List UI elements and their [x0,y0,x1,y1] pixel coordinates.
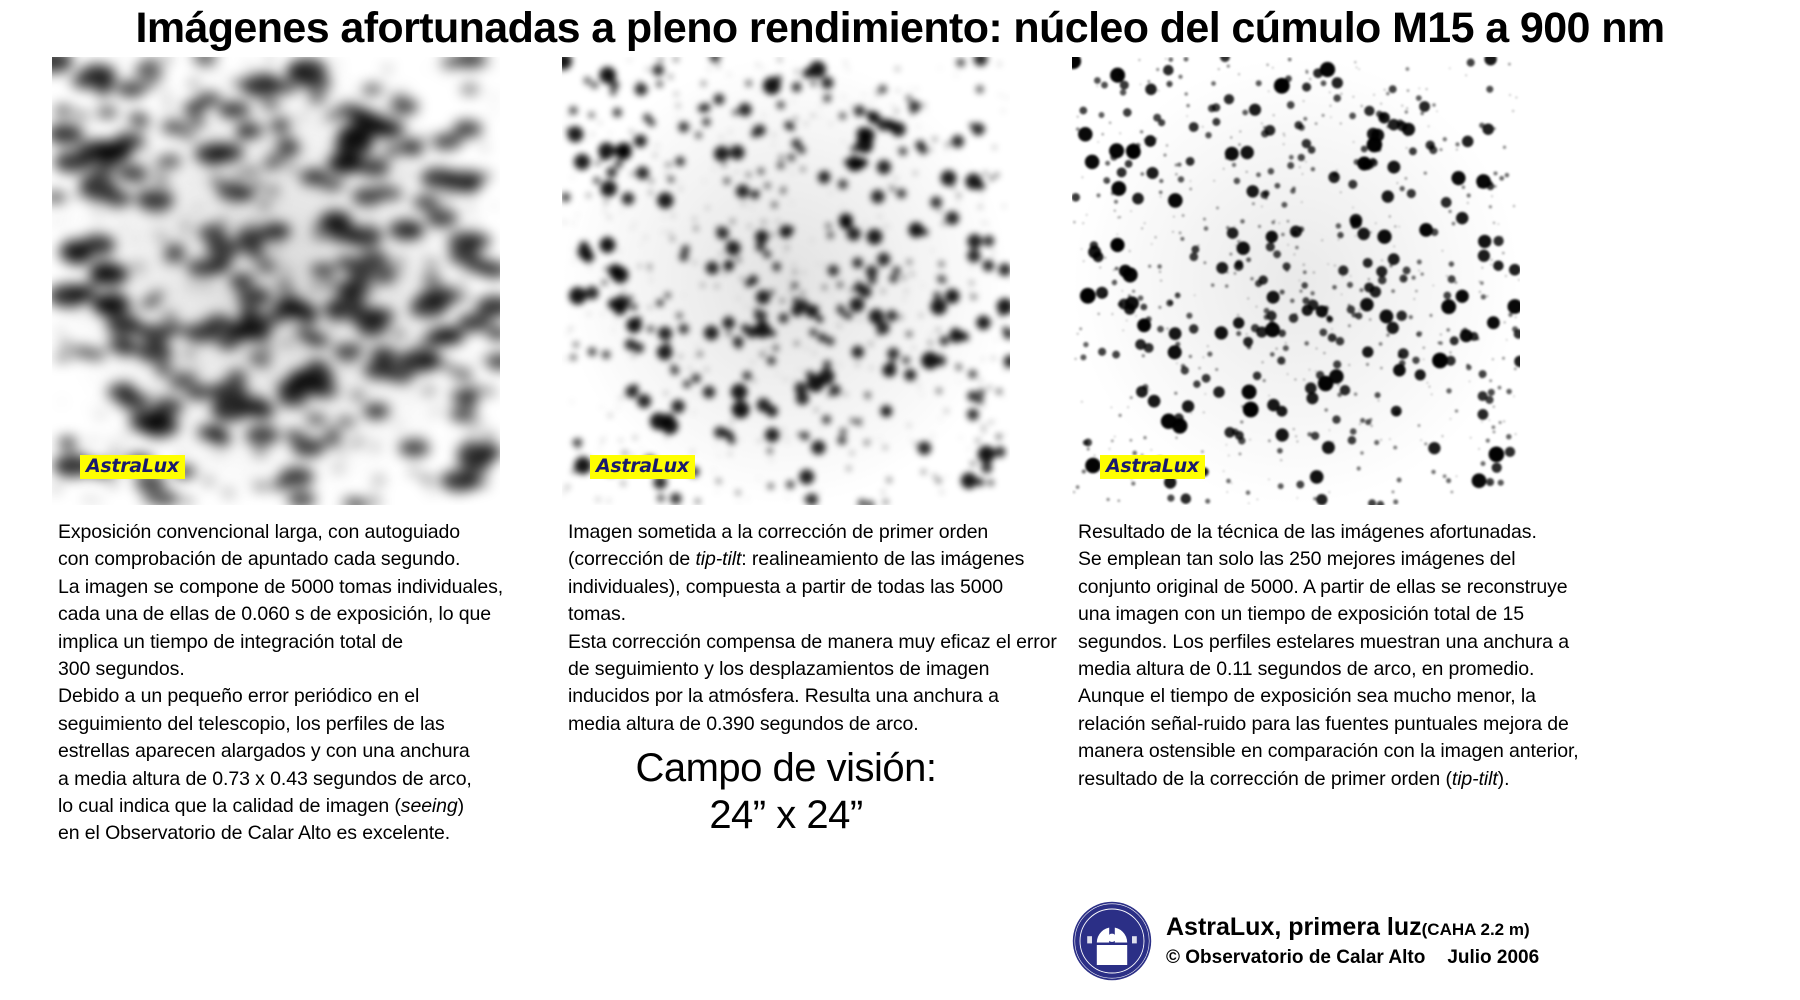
image-panel-tiptilt: AstraLux [562,57,1010,505]
caption-conventional: Exposición convencional larga, con autog… [58,521,504,845]
starfield-tiptilt [562,57,1010,505]
calar-alto-seal-icon [1072,901,1152,981]
credit-organisation: Observatorio de Calar Alto [1185,946,1426,968]
field-of-view-value: 24” x 24” [709,793,863,837]
field-of-view-block: Campo de visión: 24” x 24” [562,745,1010,839]
copyright-icon: © [1166,946,1180,968]
astralux-watermark-0: AstraLux [80,455,185,479]
image-panel-lucky: AstraLux [1072,57,1520,505]
astralux-watermark-2: AstraLux [1100,455,1205,479]
credits-block: AstraLux, primera luz(CAHA 2.2 m) © Obse… [1072,895,1672,987]
field-of-view-label: Campo de visión: [635,746,937,790]
caption-lucky: Resultado de la técnica de las imágenes … [1078,521,1579,790]
credit-telescope: (CAHA 2.2 m) [1421,919,1530,939]
page-title: Imágenes afortunadas a pleno rendimiento… [135,4,1665,52]
credit-text: AstraLux, primera luz(CAHA 2.2 m) © Obse… [1166,912,1539,971]
credit-instrument: AstraLux, primera luz [1166,912,1422,941]
caption-tiptilt: Imagen sometida a la corrección de prime… [568,521,1057,735]
starfield-lucky [1072,57,1520,505]
credit-date: Julio 2006 [1447,946,1540,968]
credit-copyright-line: © Observatorio de Calar Alto Julio 2006 [1166,945,1539,971]
starfield-conventional [52,57,500,505]
credit-instrument-line: AstraLux, primera luz(CAHA 2.2 m) [1166,912,1539,945]
image-panel-conventional: AstraLux [52,57,500,505]
astralux-watermark-1: AstraLux [590,455,695,479]
